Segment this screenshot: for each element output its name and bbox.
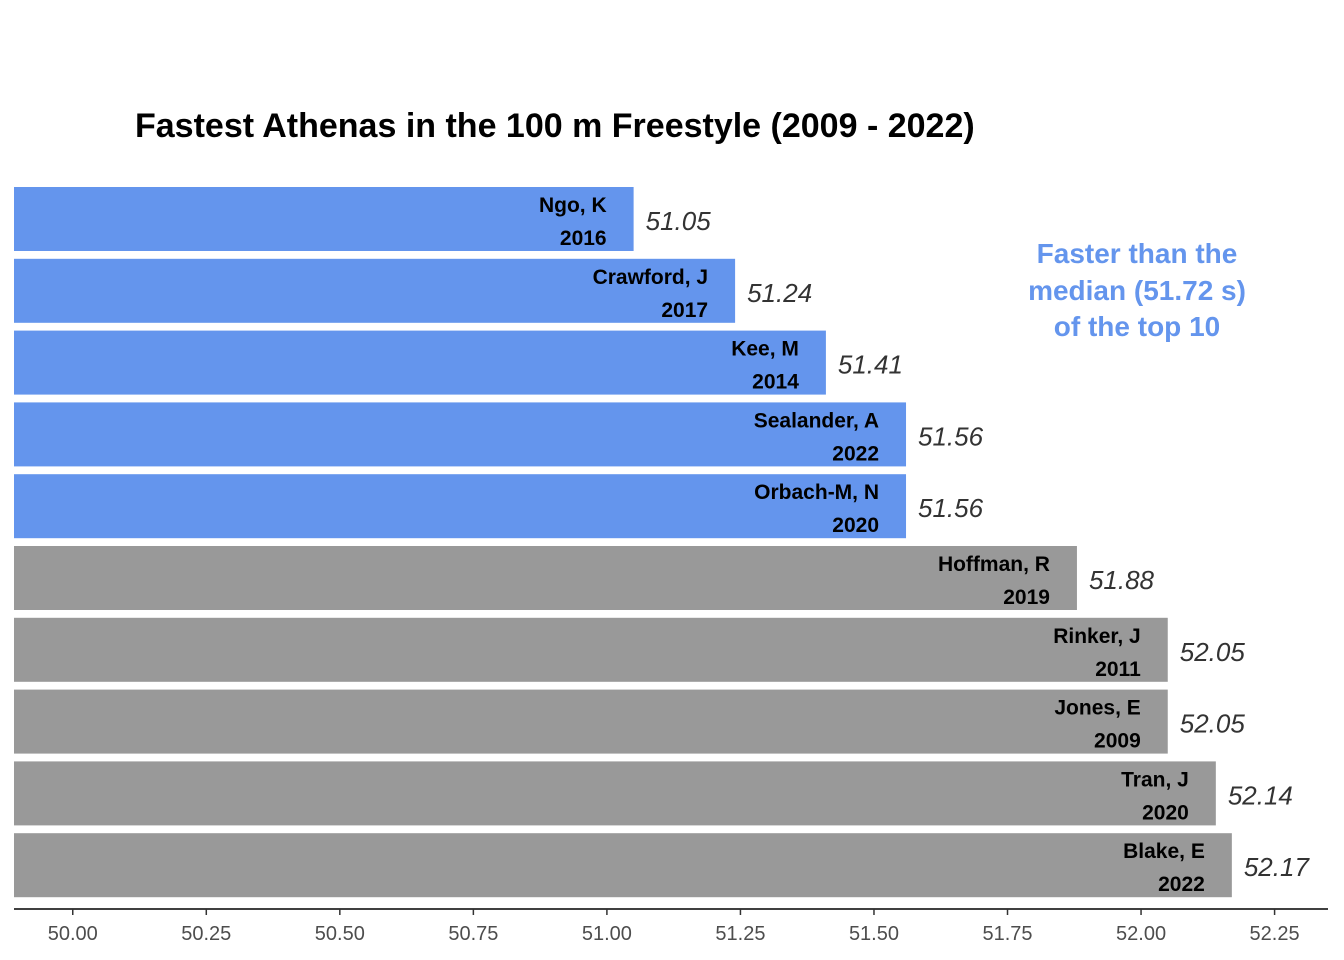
- bar-name-label: Jones, E: [1054, 697, 1140, 720]
- bar-year-label: 2014: [752, 371, 799, 394]
- bar: [14, 330, 826, 395]
- bar: [14, 833, 1232, 898]
- bar-name-label: Crawford, J: [593, 266, 709, 289]
- x-axis-ticks: 50.00 50.25 50.50 50.75 51.00 51.25 51.50 51.75…: [48, 909, 1300, 945]
- bar-value-label: 52.14: [1228, 780, 1293, 810]
- bar-year-label: 2009: [1094, 730, 1141, 753]
- annotation-line-1: Faster than the: [1037, 238, 1238, 269]
- bar-name-label: Tran, J: [1121, 768, 1189, 791]
- bar-value-label: 51.05: [646, 206, 712, 236]
- bar: [14, 474, 907, 539]
- bar-year-label: 2022: [1158, 873, 1205, 896]
- bar-year-label: 2020: [832, 514, 879, 537]
- bar: [14, 689, 1168, 754]
- x-tick-label: 50.25: [181, 923, 231, 945]
- bar-year-label: 2022: [832, 442, 879, 465]
- bar-year-label: 2017: [661, 299, 708, 322]
- bar-name-label: Sealander, A: [754, 409, 879, 432]
- x-tick-label: 52.00: [1116, 923, 1166, 945]
- bar: [14, 187, 634, 251]
- bar-name-label: Hoffman, R: [938, 553, 1050, 576]
- bar-year-label: 2020: [1142, 801, 1189, 824]
- bar-labels-layer: Ngo, K 2016 Crawford, J 2017 Kee, M 2014 Seala…: [539, 194, 1205, 896]
- bar-value-label: 52.05: [1180, 637, 1246, 667]
- x-tick-label: 50.75: [448, 923, 498, 945]
- bar-year-label: 2019: [1003, 586, 1050, 609]
- bar: [14, 546, 1077, 610]
- bar: [14, 258, 736, 323]
- x-tick-label: 52.25: [1250, 923, 1300, 945]
- bar-name-label: Ngo, K: [539, 194, 607, 217]
- x-tick-label: 50.00: [48, 923, 98, 945]
- bar-value-label: 51.56: [918, 493, 984, 523]
- value-labels-layer: 51.05 51.24 51.41 51.56 51.56 51.88 52.05 52.05…: [646, 206, 1311, 882]
- bar: [14, 617, 1168, 682]
- bar-name-label: Rinker, J: [1053, 625, 1141, 648]
- x-tick-label: 51.00: [582, 923, 632, 945]
- x-tick-label: 51.50: [849, 923, 899, 945]
- bar-value-label: 52.17: [1244, 852, 1311, 882]
- bar-year-label: 2011: [1095, 658, 1141, 681]
- bar-value-label: 51.41: [838, 350, 903, 380]
- annotation-line-3: of the top 10: [1054, 311, 1220, 342]
- bar: [14, 761, 1216, 826]
- bar: [14, 402, 907, 467]
- bar-name-label: Blake, E: [1123, 840, 1205, 863]
- bar-name-label: Kee, M: [731, 338, 799, 361]
- bar-value-label: 51.88: [1089, 565, 1155, 595]
- bar-value-label: 51.56: [918, 421, 984, 451]
- bar-value-label: 52.05: [1180, 709, 1246, 739]
- annotation-line-2: median (51.72 s): [1028, 275, 1246, 306]
- x-tick-label: 51.75: [982, 923, 1032, 945]
- bars-layer: [14, 187, 1232, 898]
- bar-year-label: 2016: [560, 227, 607, 250]
- x-tick-label: 50.50: [315, 923, 365, 945]
- x-tick-label: 51.25: [715, 923, 765, 945]
- chart-title: Fastest Athenas in the 100 m Freestyle (…: [135, 107, 975, 145]
- bar-name-label: Orbach-M, N: [754, 481, 879, 504]
- bar-value-label: 51.24: [747, 278, 812, 308]
